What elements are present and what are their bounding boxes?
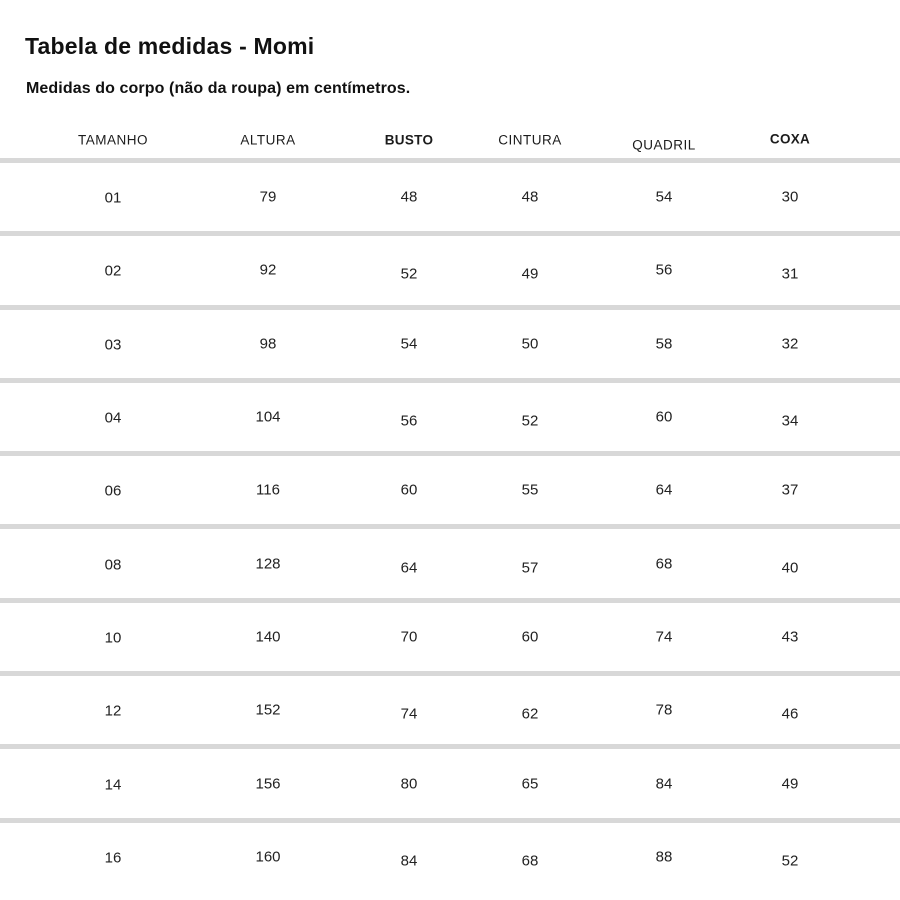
- cell-tamanho: 01: [104, 189, 122, 207]
- cell-coxa: 34: [781, 412, 799, 430]
- cell-quadril: 68: [655, 555, 673, 573]
- column-header-quadril: QUADRIL: [632, 137, 696, 152]
- cell-altura: 116: [256, 481, 280, 499]
- cell-cintura: 49: [521, 265, 539, 283]
- table-row-size-03: 03 98 54 50 58 32: [0, 304, 900, 378]
- table-row-size-16: 16 160 84 68 88 52: [0, 817, 900, 891]
- page-subtitle: Medidas do corpo (não da roupa) em centí…: [26, 80, 411, 97]
- cell-cintura: 57: [521, 559, 539, 577]
- cell-altura: 156: [255, 775, 281, 793]
- cell-coxa: 40: [781, 559, 799, 577]
- cell-altura: 104: [255, 408, 281, 426]
- cell-tamanho: 06: [104, 482, 122, 500]
- cell-quadril: 56: [655, 261, 673, 279]
- table-row-size-08: 08 128 64 57 68 40: [0, 524, 900, 597]
- cell-quadril: 88: [655, 848, 673, 866]
- table-body: 01 79 48 48 54 30 02 92 52 49 56 31 03 9…: [0, 158, 900, 891]
- cell-altura: 98: [259, 335, 277, 353]
- cell-quadril: 58: [655, 335, 673, 353]
- cell-altura: 152: [255, 701, 281, 719]
- cell-altura: 128: [255, 555, 281, 573]
- cell-quadril: 78: [655, 701, 673, 719]
- cell-coxa: 46: [781, 705, 799, 723]
- cell-coxa: 37: [781, 481, 799, 499]
- cell-tamanho: 10: [104, 629, 122, 647]
- table-row-size-01: 01 79 48 48 54 30: [0, 158, 900, 231]
- cell-busto: 48: [400, 188, 418, 206]
- cell-coxa: 52: [781, 852, 799, 870]
- cell-tamanho: 02: [104, 262, 122, 280]
- cell-cintura: 62: [521, 705, 539, 723]
- cell-tamanho: 14: [104, 776, 122, 794]
- table-row-size-02: 02 92 52 49 56 31: [0, 231, 900, 304]
- cell-altura: 92: [259, 261, 277, 279]
- table-row-size-14: 14 156 80 65 84 49: [0, 744, 900, 817]
- cell-coxa: 30: [781, 188, 799, 206]
- cell-quadril: 54: [655, 188, 673, 206]
- cell-cintura: 48: [521, 188, 539, 206]
- column-header-coxa: COXA: [769, 131, 811, 146]
- table-row-size-10: 10 140 70 60 74 43: [0, 597, 900, 671]
- cell-tamanho: 08: [104, 556, 122, 574]
- cell-busto: 84: [400, 852, 418, 870]
- cell-busto: 64: [400, 559, 418, 577]
- cell-busto: 56: [400, 412, 418, 430]
- cell-busto: 74: [400, 705, 418, 723]
- cell-cintura: 50: [521, 335, 539, 353]
- column-header-busto: BUSTO: [384, 132, 434, 147]
- page-title: Tabela de medidas - Momi: [25, 33, 315, 59]
- cell-busto: 80: [400, 775, 418, 793]
- column-header-cintura: CINTURA: [498, 132, 562, 147]
- cell-tamanho: 04: [104, 409, 122, 427]
- cell-tamanho: 12: [104, 702, 122, 720]
- cell-tamanho: 16: [104, 849, 122, 867]
- cell-altura: 140: [255, 628, 281, 646]
- cell-coxa: 31: [781, 265, 799, 283]
- cell-busto: 60: [400, 481, 418, 499]
- cell-coxa: 49: [781, 775, 799, 793]
- cell-quadril: 64: [655, 481, 673, 499]
- cell-cintura: 65: [521, 775, 539, 793]
- column-header-tamanho: TAMANHO: [78, 132, 148, 147]
- cell-cintura: 52: [521, 412, 539, 430]
- cell-coxa: 43: [781, 628, 799, 646]
- cell-coxa: 32: [781, 335, 799, 353]
- cell-altura: 160: [255, 848, 281, 866]
- cell-busto: 52: [400, 265, 418, 283]
- cell-quadril: 74: [655, 628, 673, 646]
- cell-cintura: 60: [521, 628, 539, 646]
- table-row-size-04: 04 104 56 52 60 34: [0, 377, 900, 451]
- cell-busto: 70: [400, 628, 418, 646]
- column-header-altura: ALTURA: [240, 132, 296, 147]
- cell-cintura: 55: [521, 481, 539, 499]
- cell-quadril: 84: [655, 775, 673, 793]
- table-row-size-12: 12 152 74 62 78 46: [0, 671, 900, 744]
- cell-busto: 54: [400, 335, 418, 353]
- cell-cintura: 68: [521, 852, 539, 870]
- cell-altura: 79: [259, 188, 277, 206]
- cell-quadril: 60: [655, 408, 673, 426]
- cell-tamanho: 03: [104, 336, 122, 354]
- table-row-size-06: 06 116 60 55 64 37: [0, 451, 900, 524]
- table-header-row: TAMANHO ALTURA BUSTO CINTURA QUADRIL COX…: [0, 121, 900, 158]
